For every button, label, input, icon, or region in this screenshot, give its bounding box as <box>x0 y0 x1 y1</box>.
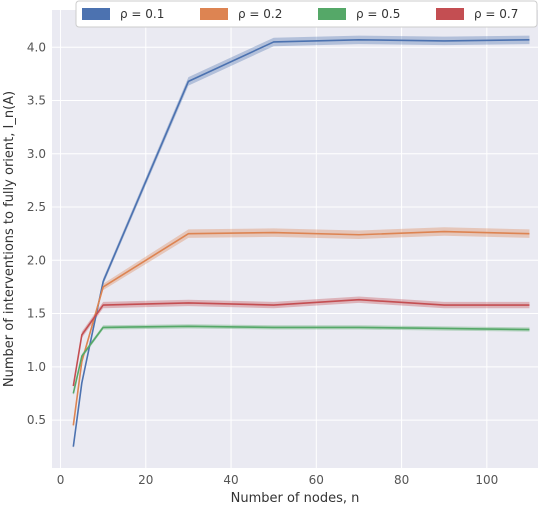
y-tick-label: 2.5 <box>27 200 46 214</box>
x-tick-label: 100 <box>475 473 498 487</box>
x-tick-label: 20 <box>138 473 153 487</box>
y-tick-label: 4.0 <box>27 40 46 54</box>
y-tick-label: 1.5 <box>27 307 46 321</box>
legend: ρ = 0.1 ρ = 0.2 ρ = 0.5 ρ = 0.7 <box>75 0 538 28</box>
legend-label: ρ = 0.7 <box>474 7 518 21</box>
y-tick-label: 3.0 <box>27 147 46 161</box>
series-lines <box>72 39 530 447</box>
y-tick-label: 1.0 <box>27 360 46 374</box>
x-tick-label: 0 <box>57 473 65 487</box>
y-tick-label: 3.5 <box>27 94 46 108</box>
grid <box>52 10 538 468</box>
series-line <box>72 39 530 447</box>
x-tick-label: 40 <box>223 473 238 487</box>
x-tick-label: 60 <box>309 473 324 487</box>
series-line <box>72 325 530 394</box>
plot-area <box>52 10 538 468</box>
x-axis-label: Number of nodes, n <box>231 491 360 506</box>
x-tick-label: 80 <box>394 473 409 487</box>
series-line <box>72 298 530 387</box>
y-axis-label: Number of interventions to fully orient,… <box>2 91 17 387</box>
legend-swatch <box>436 8 464 20</box>
legend-label: ρ = 0.2 <box>238 7 282 21</box>
series-line <box>72 230 530 426</box>
legend-swatch <box>82 8 110 20</box>
legend-label: ρ = 0.5 <box>356 7 400 21</box>
y-tick-labels: 0.5 1.0 1.5 2.0 2.5 3.0 3.5 4.0 <box>27 40 46 427</box>
legend-swatch <box>200 8 228 20</box>
x-tick-labels: 0 20 40 60 80 100 <box>57 473 499 487</box>
legend-label: ρ = 0.1 <box>120 7 164 21</box>
y-tick-label: 2.0 <box>27 253 46 267</box>
y-tick-label: 0.5 <box>27 413 46 427</box>
legend-swatch <box>318 8 346 20</box>
legend-box <box>75 0 538 28</box>
